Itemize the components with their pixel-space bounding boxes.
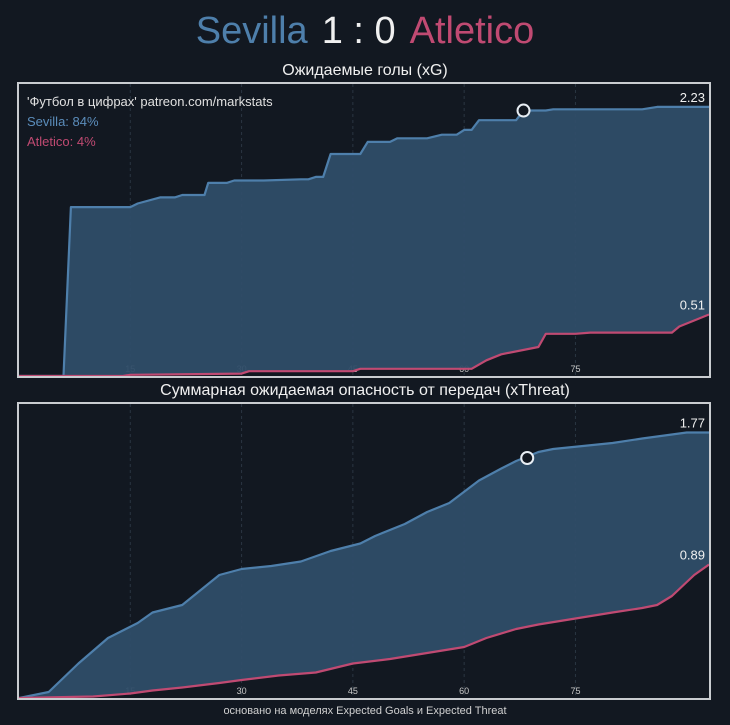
xg-chart-panel: 15304560752.230.51 'Футбол в цифрах' pat… [17, 82, 711, 378]
xthreat-home-series-line [19, 431, 709, 698]
xg-goal-marker-0 [516, 103, 531, 118]
xthreat-x-tick-45: 45 [348, 686, 358, 696]
xg-away-series-line [19, 313, 709, 376]
xg-home-series-line [19, 105, 709, 376]
xthreat-goal-marker-0 [520, 451, 535, 465]
xthreat-x-tick-30: 30 [237, 686, 247, 696]
xthreat-away-series-line [19, 563, 709, 698]
xg-home-end-label: 2.23 [680, 90, 705, 105]
xg-chart-svg: 15304560752.230.51 [19, 84, 709, 376]
xg-chart-title: Ожидаемые голы (xG) [282, 62, 448, 79]
home-team-name: Sevilla [195, 10, 308, 52]
xthreat-chart-svg: 15304560751.770.89 [19, 404, 709, 698]
away-team-name: Atletico [409, 10, 535, 52]
match-score-header: Sevilla 1 : 0 Atletico [0, 6, 730, 56]
footer-note: основано на моделях Expected Goals и Exp… [223, 705, 507, 717]
xthreat-chart-title: Суммарная ожидаемая опасность от передач… [160, 382, 570, 399]
xthreat-x-tick-75: 75 [570, 686, 580, 696]
xthreat-home-end-label: 1.77 [680, 416, 705, 431]
xg-difference-area [19, 106, 709, 376]
xthreat-difference-area [19, 432, 709, 698]
xthreat-chart-panel: 15304560751.770.89 [17, 402, 711, 700]
score-value: 1 : 0 [321, 10, 396, 52]
home-win-probability: Sevilla: 84% [27, 114, 99, 129]
xg-x-tick-75: 75 [570, 364, 580, 374]
xg-info-box: 'Футбол в цифрах' patreon.com/markstats … [27, 92, 273, 152]
xg-away-end-label: 0.51 [680, 297, 705, 312]
xthreat-x-tick-60: 60 [459, 686, 469, 696]
attribution-text: 'Футбол в цифрах' patreon.com/markstats [27, 94, 273, 109]
away-win-probability: Atletico: 4% [27, 134, 96, 149]
xthreat-away-end-label: 0.89 [680, 548, 705, 563]
